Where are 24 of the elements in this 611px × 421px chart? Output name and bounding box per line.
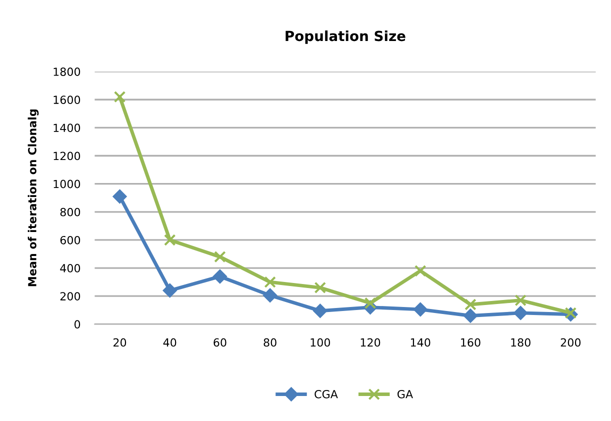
legend-label: GA [397,390,413,398]
y-tick-label: 1400 [54,124,80,132]
y-tick-label: 200 [60,292,80,300]
y-tick-label: 1800 [54,68,80,76]
chart-title: Population Size [286,30,406,44]
y-tick-label: 0 [74,320,80,329]
x-tick-label: 80 [264,338,276,347]
y-tick-label: 600 [60,236,80,244]
y-tick-label: 1200 [54,152,80,160]
y-tick-label: 800 [60,208,80,216]
y-tick-label: 1000 [54,180,80,188]
y-tick-label: 1600 [54,96,80,104]
y-axis-title: Mean of iteration on Clonalg [28,110,39,286]
x-tick-label: 180 [511,338,530,347]
legend-label: CGA [314,390,338,398]
x-tick-label: 140 [410,338,430,347]
y-tick-label: 400 [60,264,80,272]
x-tick-label: 20 [114,338,126,347]
x-tick-label: 60 [214,338,226,347]
x-tick-label: 200 [560,338,581,347]
x-tick-label: 120 [360,338,380,347]
x-tick-label: 160 [461,338,480,347]
x-tick-label: 100 [310,338,330,347]
x-tick-label: 40 [163,338,176,347]
